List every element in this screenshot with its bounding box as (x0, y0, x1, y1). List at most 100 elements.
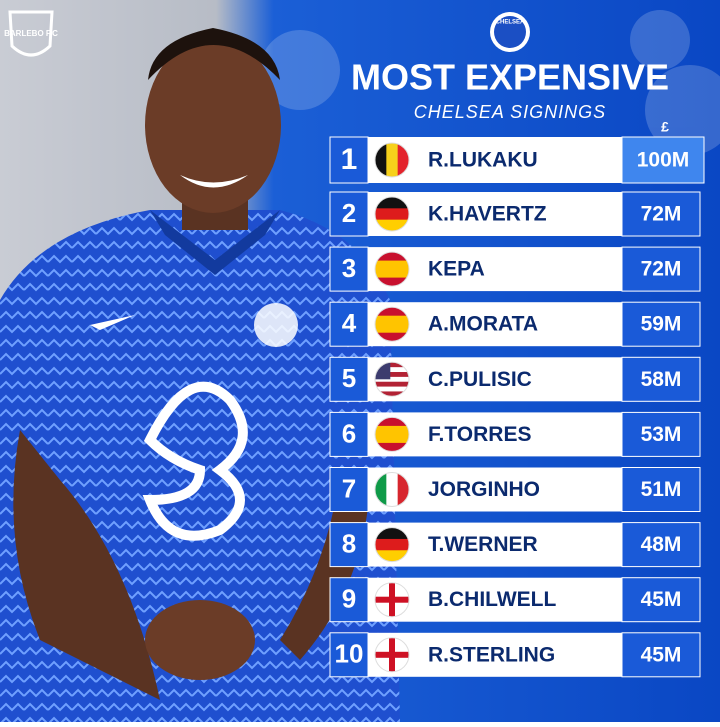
flag-stripe (375, 550, 409, 562)
flag-stripe (386, 472, 399, 507)
ranking-row: 8 T.WERNER 48M (329, 522, 701, 568)
rank-box (329, 191, 369, 237)
fee-box (621, 191, 701, 237)
flag-cross (375, 651, 409, 658)
fee-box (621, 411, 701, 457)
background-decoration (260, 10, 720, 155)
crest-text: CHELSEA (496, 20, 525, 26)
flag-stripe (375, 260, 409, 270)
flag-stripe (375, 442, 409, 452)
name-box (368, 192, 622, 236)
fee: 72M (641, 203, 682, 226)
ranking-row: 2 K.HAVERTZ 72M (329, 191, 701, 237)
fee: 59M (641, 313, 682, 336)
flag-stripe (375, 219, 409, 231)
flag-border (374, 416, 410, 452)
flag (375, 252, 409, 287)
flag-stripe (397, 472, 409, 507)
player-name: B.CHILWELL (428, 588, 556, 611)
ranking-row: 4 A.MORATA 59M (329, 301, 701, 347)
club-logo: BARLEBO F.C (4, 10, 58, 57)
flag-border (374, 196, 410, 232)
flag-stripe (375, 315, 409, 325)
flag-stripe (375, 472, 387, 507)
player-name: KEPA (428, 258, 485, 281)
flag-border (374, 527, 410, 563)
rank: 2 (342, 198, 356, 228)
fee: 72M (641, 258, 682, 281)
fee: 53M (641, 423, 682, 446)
flag-stripe (375, 376, 409, 383)
fee-box (621, 632, 701, 678)
flag-stripe (375, 324, 409, 334)
rank: 1 (341, 143, 358, 176)
flag-stripe (375, 252, 409, 262)
rank: 7 (342, 473, 356, 503)
fee-box (621, 246, 701, 292)
flag-stripe (375, 208, 409, 221)
ranking-row: 6 F.TORRES 53M (329, 411, 701, 457)
fee: 45M (641, 588, 682, 611)
flag-stripe (375, 538, 409, 551)
rank: 4 (342, 308, 357, 338)
flag-stripe (375, 197, 409, 209)
flag-stripe (375, 332, 409, 342)
player-name: R.STERLING (428, 643, 555, 666)
rank-box (329, 411, 369, 457)
flag-border (374, 306, 410, 342)
player-name: R.LUKAKU (428, 149, 538, 172)
flag-border (374, 142, 410, 178)
rank: 9 (342, 584, 356, 614)
flag-stripe (375, 362, 409, 368)
flag-stripe (375, 307, 409, 317)
fee: 45M (641, 643, 682, 666)
currency: £ (661, 119, 669, 135)
flag (375, 582, 409, 617)
fee-box (621, 356, 701, 402)
flag-stripe (375, 434, 409, 444)
rank: 5 (342, 363, 356, 393)
ranking-row: 7 JORGINHO 51M (329, 467, 701, 512)
rank: 6 (342, 418, 356, 448)
flag-border (374, 361, 410, 397)
flag-stripe (375, 143, 387, 177)
flag-stripe (375, 417, 409, 427)
chelsea-crest: CHELSEA (490, 12, 530, 52)
rank: 3 (342, 253, 356, 283)
flag-stripe (375, 372, 409, 378)
rank-box (329, 136, 369, 184)
rank: 10 (335, 639, 364, 669)
player-name: C.PULISIC (428, 368, 532, 391)
player-photo (0, 28, 400, 722)
logo-text: BARLEBO F.C (4, 29, 58, 38)
ranking-row: 5 C.PULISIC 58M (329, 356, 701, 402)
flag-stripe (375, 386, 409, 392)
subtitle: CHELSEA SIGNINGS (414, 102, 606, 122)
player-name: K.HAVERTZ (428, 203, 547, 226)
player-name: A.MORATA (428, 313, 538, 336)
fee: 48M (641, 533, 682, 556)
flag-border (374, 582, 410, 618)
flag-stripe (386, 143, 399, 177)
rank: 8 (342, 528, 356, 558)
flag-border (374, 637, 410, 673)
flag (375, 197, 409, 231)
flag (375, 143, 409, 177)
fee: 51M (641, 478, 682, 501)
flag-stripe (375, 269, 409, 279)
flag-stripe (375, 527, 409, 540)
player-name: T.WERNER (428, 533, 538, 556)
ranking-row: 9 B.CHILWELL 45M (329, 577, 701, 623)
ranking-row: 1 R.LUKAKU 100M (329, 136, 705, 184)
flag-stripe (375, 381, 409, 388)
player-name: F.TORRES (428, 423, 531, 446)
flag-stripe (375, 425, 409, 435)
rank-box (329, 632, 369, 678)
flag (375, 417, 409, 452)
name-box (368, 632, 622, 677)
fee-box (621, 301, 701, 347)
flag (375, 637, 409, 672)
flag-stripe (375, 277, 409, 287)
